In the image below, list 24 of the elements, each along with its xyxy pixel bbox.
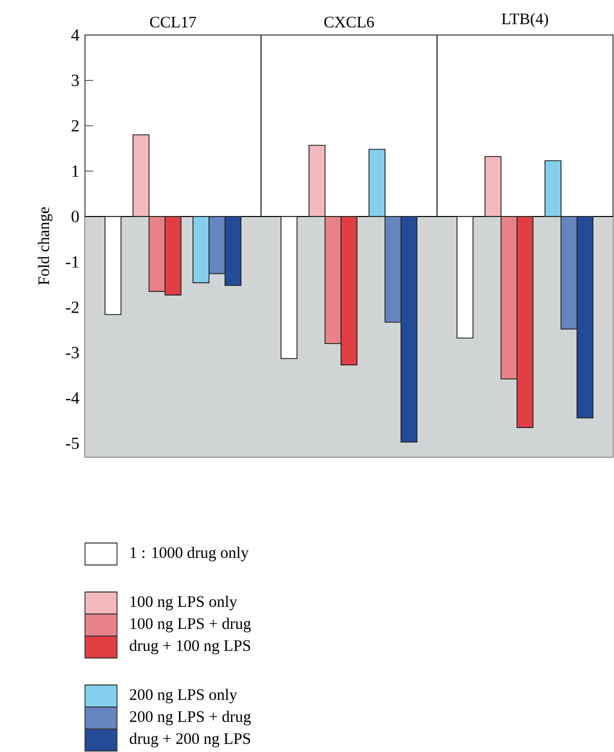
legend-label: drug + 200 ng LPS: [130, 732, 250, 748]
legend-label: drug + 100 ng LPS: [130, 640, 250, 654]
legend-label: 100 ng LPS only: [130, 596, 238, 610]
bar: [280, 216, 298, 359]
y-tick-label: -1: [66, 256, 78, 268]
x-tick-label: CCL17: [150, 16, 196, 28]
y-tick-label: -5: [66, 438, 79, 450]
legend-label: 200 ng LPS only: [130, 688, 238, 704]
x-tick-label: CXCL6: [324, 16, 374, 28]
y-tick-label: 1: [72, 166, 78, 177]
y-tick-label: -3: [66, 346, 79, 358]
legend-label: 200 ng LPS + drug: [130, 710, 251, 726]
bar: [456, 216, 474, 339]
y-tick-label: 0: [72, 210, 79, 222]
y-tick-label: 4: [71, 29, 80, 41]
y-axis-title: Fold change: [38, 207, 52, 285]
y-tick-label: 3: [72, 74, 79, 86]
y-tick-label: -2: [66, 302, 79, 313]
y-tick-label: -4: [66, 392, 80, 404]
y-tick-label: 2: [72, 120, 79, 132]
x-tick-label: LTB(4): [502, 12, 548, 28]
bar: [104, 216, 122, 315]
legend-label: 1 : 1000 drug only: [130, 546, 249, 562]
legend-label: 100 ng LPS + drug: [130, 618, 251, 632]
